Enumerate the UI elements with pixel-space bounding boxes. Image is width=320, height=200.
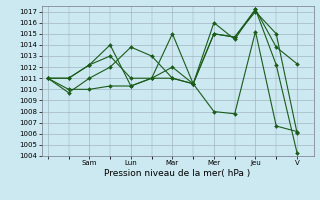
X-axis label: Pression niveau de la mer( hPa ): Pression niveau de la mer( hPa ) xyxy=(104,169,251,178)
